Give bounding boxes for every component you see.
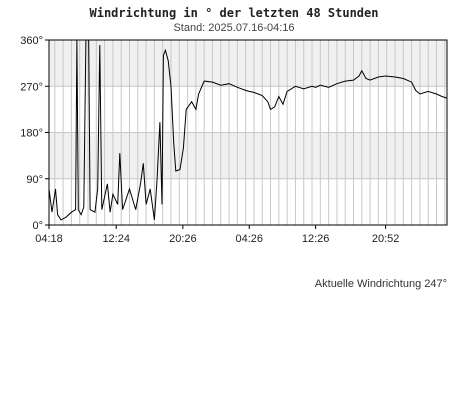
grid-band	[49, 132, 447, 179]
wind-direction-chart: 0° 90° 180° 270° 360° 04:18 12:24 20:26 04:26 12…	[20, 35, 448, 245]
x-tick-label: 12:26	[302, 233, 330, 245]
y-tick-label: 360°	[20, 35, 43, 47]
x-tick-label: 20:52	[372, 233, 400, 245]
x-tick-label: 04:26	[235, 233, 263, 245]
x-tick-label: 12:24	[102, 233, 130, 245]
x-tick-label: 04:18	[35, 233, 63, 245]
grid-band	[49, 40, 447, 87]
current-wind-direction: Aktuelle Windrichtung 247°	[314, 278, 447, 290]
chart-subtitle: Stand: 2025.07.16-04:16	[173, 22, 295, 34]
x-tick-label: 20:26	[169, 233, 197, 245]
y-tick-label: 90°	[26, 174, 43, 186]
y-tick-label: 180°	[20, 128, 43, 140]
series-line	[48, 39, 448, 221]
y-tick-label: 270°	[20, 81, 43, 93]
y-tick-label: 0°	[32, 220, 43, 232]
chart-title: Windrichtung in ° der letzten 48 Stunden	[89, 6, 379, 20]
